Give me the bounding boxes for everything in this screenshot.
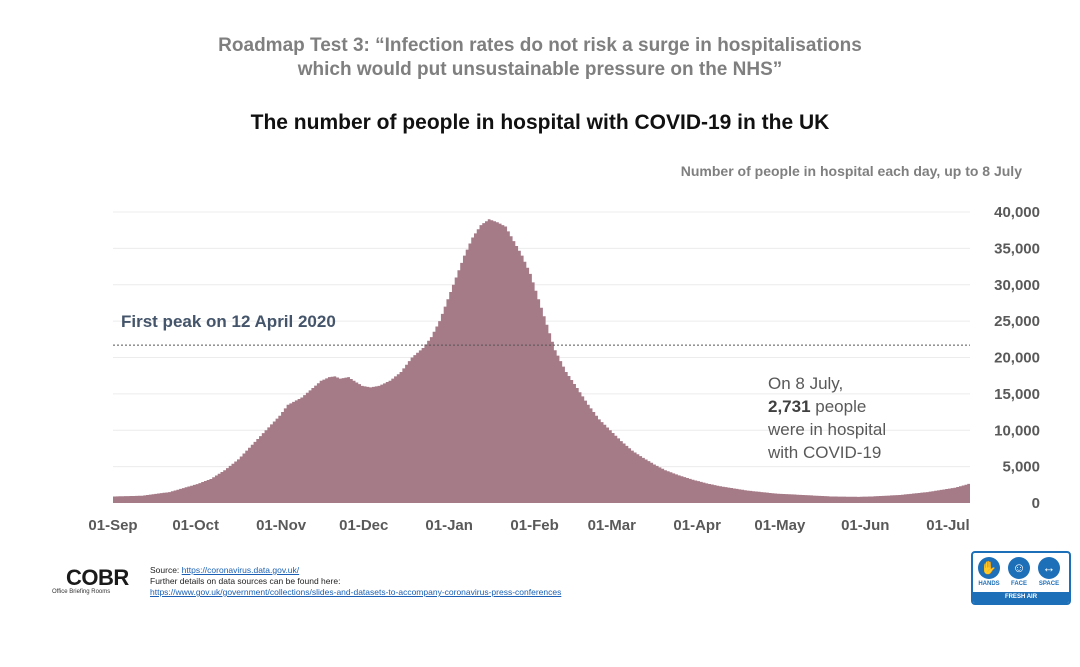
hospital-area-chart: First peak on 12 April 2020 0 5,000 10,000… — [88, 204, 1040, 534]
x-tick-label: 01-May — [754, 517, 806, 534]
annotation-line-2: 2,731 people — [768, 397, 866, 416]
x-axis: 01-Sep 01-Oct 01-Nov 01-Dec 01-Jan 01-Feb 01-M… — [88, 517, 969, 534]
source-link[interactable]: https://coronavirus.data.gov.uk/ — [181, 565, 300, 575]
badge-face-label: FACE — [1010, 581, 1027, 587]
details-text: Further details on data sources can be f… — [150, 576, 341, 586]
hands-icon: ✋ — [978, 557, 1000, 579]
badge-hands-label: HANDS — [978, 581, 1000, 587]
hands-face-space-badge: ✋ HANDS ☺ FACE ↔ SPACE FRESH AIR — [971, 551, 1071, 605]
source-line: Source: https://coronavirus.data.gov.uk/ — [150, 565, 300, 575]
badge-fresh-air-label: FRESH AIR — [973, 592, 1069, 603]
latest-value-annotation: On 8 July, 2,731 people were in hospital… — [767, 374, 886, 462]
x-tick-label: 01-Oct — [172, 517, 219, 534]
details-link[interactable]: https://www.gov.uk/government/collection… — [150, 587, 562, 597]
y-tick-label: 25,000 — [994, 313, 1040, 330]
x-tick-label: 01-Dec — [339, 517, 388, 534]
x-tick-label: 01-Sep — [88, 517, 137, 534]
cobr-logo: COBR — [66, 565, 129, 590]
slide-heading: Roadmap Test 3: “Infection rates do not … — [0, 34, 1080, 82]
y-tick-label: 20,000 — [994, 350, 1040, 367]
x-tick-label: 01-Nov — [256, 517, 307, 534]
x-tick-label: 01-Mar — [588, 517, 637, 534]
annotation-people: people — [811, 397, 867, 416]
face-icon: ☺ — [1008, 557, 1030, 579]
y-tick-label: 40,000 — [994, 204, 1040, 221]
x-tick-label: 01-Apr — [673, 517, 721, 534]
annotation-line-4: with COVID-19 — [767, 443, 881, 462]
chart-subtitle: Number of people in hospital each day, u… — [680, 163, 1022, 179]
annotation-line-1: On 8 July, — [768, 374, 843, 393]
heading-line-1: Roadmap Test 3: “Infection rates do not … — [218, 35, 862, 56]
series-area-hospital — [113, 219, 970, 503]
y-tick-label: 0 — [1032, 495, 1040, 512]
y-tick-label: 10,000 — [994, 422, 1040, 439]
heading-line-2: which would put unsustainable pressure o… — [297, 59, 783, 80]
annotation-value: 2,731 — [768, 397, 811, 416]
space-icon: ↔ — [1038, 557, 1060, 579]
y-tick-label: 30,000 — [994, 277, 1040, 294]
x-tick-label: 01-Jan — [425, 517, 473, 534]
cobr-logo-subtext: Office Briefing Rooms — [52, 589, 111, 595]
x-tick-label: 01-Feb — [510, 517, 558, 534]
y-tick-label: 35,000 — [994, 240, 1040, 257]
source-block: Source: https://coronavirus.data.gov.uk/… — [150, 565, 561, 598]
y-axis: 0 5,000 10,000 15,000 20,000 25,000 30,000 35,0… — [994, 204, 1040, 512]
y-tick-label: 15,000 — [994, 386, 1040, 403]
x-tick-label: 01-Jun — [841, 517, 889, 534]
x-tick-label: 01-Jul — [926, 517, 969, 534]
badge-space-label: SPACE — [1038, 581, 1060, 587]
annotation-line-3: were in hospital — [767, 420, 886, 439]
first-peak-label: First peak on 12 April 2020 — [121, 312, 336, 331]
y-tick-label: 5,000 — [1002, 459, 1040, 476]
chart-title: The number of people in hospital with CO… — [250, 111, 830, 134]
